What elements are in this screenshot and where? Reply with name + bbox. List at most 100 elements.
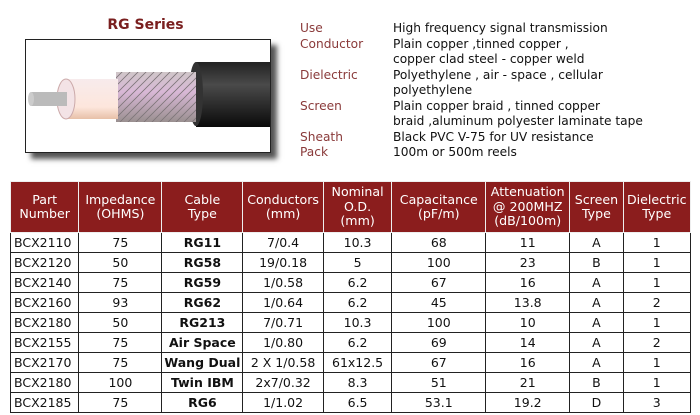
column-header-line: (mm) <box>340 213 375 229</box>
table-row: BCX2140 75 RG59 1/0.58 6.2 67 16 A 1 <box>9 272 692 293</box>
table-row: BCX2170 75 Wang Dual 2 X 1/0.58 61x12.5 67 16 A… <box>9 352 692 373</box>
spec-label: Dielectric <box>300 67 358 82</box>
spec-row: Screen Plain copper braid , tinned copper <box>300 99 643 115</box>
table-cell: 6.5 <box>322 392 393 413</box>
table-cell: 10.3 <box>322 312 393 333</box>
column-header-line: O.D. <box>344 198 372 214</box>
table-cell: BCX2140 <box>9 272 80 293</box>
table-cell: A <box>569 352 624 373</box>
table-cell: BCX2120 <box>9 252 80 273</box>
table-cell: Wang Dual <box>161 352 244 373</box>
table-row: BCX2160 93 RG62 1/0.64 6.2 45 13.8 A 2 <box>9 292 692 313</box>
table-cell: 10.3 <box>322 232 393 253</box>
table-cell: 23 <box>485 252 571 273</box>
table-cell: 14 <box>485 332 571 353</box>
column-header-line: @ 200MHZ <box>492 198 563 214</box>
column-header-line: Nominal <box>331 184 384 200</box>
table-cell: 5 <box>322 252 393 273</box>
spec-value: polyethylene <box>393 83 473 97</box>
table-cell: 100 <box>391 312 487 333</box>
table-cell: D <box>569 392 624 413</box>
table-cell: 75 <box>78 392 163 413</box>
table-cell: BCX2185 <box>9 392 80 413</box>
table-cell: 50 <box>78 252 163 273</box>
column-header-line: (OHMS) <box>96 206 145 221</box>
column-header: Conductors (mm) <box>242 181 324 233</box>
table-cell: 69 <box>391 332 487 353</box>
table-cell: 75 <box>78 232 163 253</box>
table-cell: BCX2170 <box>9 352 80 373</box>
column-header-line: Cable <box>184 191 221 207</box>
spec-label: Use <box>300 21 323 35</box>
cable-spec-table: Part Number Impedance (OHMS) Cable Type Conduc… <box>9 181 692 413</box>
spec-value: Black PVC V-75 for UV resistance <box>393 129 594 144</box>
table-cell: BCX2160 <box>9 292 80 313</box>
table-cell: RG11 <box>161 232 244 253</box>
table-row: BCX2185 75 RG6 1/1.02 6.5 53.1 19.2 D 3 <box>9 392 692 413</box>
table-cell: 75 <box>78 352 163 373</box>
table-cell: 67 <box>391 352 487 373</box>
coax-cable-image <box>25 39 271 153</box>
table-cell: B <box>569 372 624 393</box>
table-cell: 13.8 <box>485 292 571 313</box>
spec-row: Use High frequency signal transmission <box>300 21 643 37</box>
spec-label <box>300 52 393 68</box>
table-cell: B <box>569 252 624 273</box>
table-cell: 100 <box>78 372 163 393</box>
table-cell: RG6 <box>161 392 244 413</box>
table-cell: 1 <box>622 352 692 373</box>
column-header: Capacitance (pF/m) <box>391 181 487 233</box>
spec-label: Sheath <box>300 129 343 144</box>
table-cell: 2x7/0.32 <box>242 372 324 393</box>
table-cell: 19.2 <box>485 392 571 413</box>
spec-value: Plain copper braid , tinned copper <box>393 98 601 113</box>
table-cell: 51 <box>391 372 487 393</box>
table-cell: 93 <box>78 292 163 313</box>
table-cell: 1 <box>622 232 692 253</box>
table-cell: A <box>569 292 624 313</box>
spec-label: Pack <box>300 145 329 159</box>
table-cell: A <box>569 272 624 293</box>
table-header-row: Part Number Impedance (OHMS) Cable Type Conduc… <box>9 181 692 233</box>
table-cell: 1/0.58 <box>242 272 324 293</box>
spec-label <box>300 114 393 130</box>
spec-value: Polyethylene , air - space , cellular <box>393 67 603 82</box>
table-cell: 3 <box>622 392 692 413</box>
table-row: BCX2120 50 RG58 19/0.18 5 100 23 B 1 <box>9 252 692 273</box>
column-header-line: Part <box>32 191 58 207</box>
column-header-line: (pF/m) <box>417 206 460 221</box>
table-cell: Air Space <box>161 332 244 353</box>
table-cell: 1/0.80 <box>242 332 324 353</box>
table-cell: 16 <box>485 272 571 293</box>
table-cell: BCX2110 <box>9 232 80 253</box>
table-cell: 50 <box>78 312 163 333</box>
table-cell: 100 <box>391 252 487 273</box>
table-row: BCX2180 50 RG213 7/0.71 10.3 100 10 A 1 <box>9 312 692 333</box>
table-cell: 2 X 1/0.58 <box>242 352 324 373</box>
table-cell: RG62 <box>161 292 244 313</box>
spec-row: Sheath Black PVC V-75 for UV resistance <box>300 130 643 146</box>
page-title: RG Series <box>107 17 184 33</box>
spec-row: Conductor Plain copper ,tinned copper , <box>300 37 643 53</box>
table-cell: 6.2 <box>322 332 393 353</box>
table-cell: 1/0.64 <box>242 292 324 313</box>
spec-value: Plain copper ,tinned copper , <box>393 36 569 51</box>
table-cell: A <box>569 232 624 253</box>
table-cell: 21 <box>485 372 571 393</box>
spec-label: Screen <box>300 98 342 113</box>
table-cell: 1/1.02 <box>242 392 324 413</box>
table-cell: BCX2155 <box>9 332 80 353</box>
table-cell: 11 <box>485 232 571 253</box>
table-cell: 68 <box>391 232 487 253</box>
column-header-line: Type <box>581 206 611 221</box>
spec-label <box>300 83 393 99</box>
table-cell: 2 <box>622 292 692 313</box>
spec-value: 100m or 500m reels <box>393 145 517 159</box>
spec-label: Conductor <box>300 36 364 51</box>
table-cell: BCX2180 <box>9 312 80 333</box>
table-cell: 8.3 <box>322 372 393 393</box>
spec-row: Dielectric Polyethylene , air - space , c… <box>300 68 643 84</box>
table-cell: 7/0.71 <box>242 312 324 333</box>
column-header: Nominal O.D. (mm) <box>322 181 393 233</box>
spec-value: High frequency signal transmission <box>393 21 608 35</box>
